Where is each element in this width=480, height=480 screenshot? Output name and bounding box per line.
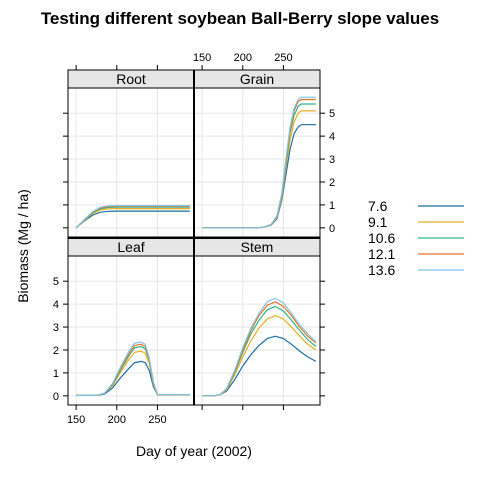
series-line-13.6 <box>76 341 190 396</box>
legend-label: 7.6 <box>368 198 388 214</box>
legend-label: 12.1 <box>368 246 395 262</box>
series-lines <box>202 96 316 229</box>
x-tick-label: 150 <box>67 414 85 426</box>
legend-label: 9.1 <box>368 214 388 230</box>
y-tick-label: 5 <box>53 276 59 288</box>
panels-layer: Root Grain Leaf Stem <box>67 69 321 406</box>
y-tick-label: 0 <box>329 223 335 235</box>
y-tick-label: 3 <box>53 322 59 334</box>
legend-label: 13.6 <box>368 262 395 278</box>
panel-stem: Stem <box>193 237 321 406</box>
y-tick-label: 4 <box>329 131 335 143</box>
x-axis-label: Day of year (2002) <box>136 443 252 459</box>
y-tick-label: 1 <box>53 368 59 380</box>
y-tick-label: 5 <box>329 108 335 120</box>
panel-leaf: Leaf <box>67 237 195 406</box>
chart-title: Testing different soybean Ball-Berry slo… <box>41 9 439 28</box>
legend-label: 10.6 <box>368 230 395 246</box>
series-line-13.6 <box>75 205 190 229</box>
y-tick-label: 3 <box>329 154 335 166</box>
series-lines <box>76 341 190 396</box>
strip-label: Root <box>116 71 146 87</box>
legend: 7.69.110.612.113.6 <box>368 198 464 278</box>
y-tick-label: 0 <box>53 391 59 403</box>
y-tick-label: 2 <box>329 177 335 189</box>
x-tick-label: 200 <box>234 52 252 64</box>
y-tick-label: 1 <box>329 200 335 212</box>
plot-area <box>67 87 195 238</box>
panel-grain: Grain <box>193 69 321 238</box>
x-tick-label: 250 <box>148 414 166 426</box>
y-tick-label: 2 <box>53 345 59 357</box>
x-tick-label: 250 <box>274 52 292 64</box>
panel-root: Root <box>67 69 195 238</box>
series-lines <box>75 205 190 229</box>
y-tick-label: 4 <box>53 299 59 311</box>
strip-label: Stem <box>241 239 274 255</box>
y-axis-label: Biomass (Mg / ha) <box>15 189 31 303</box>
x-tick-label: 200 <box>108 414 126 426</box>
axes-layer: 150 200 250 150 200 250 0 1 2 3 4 5 0 1 2 3 4 5 <box>53 52 335 426</box>
x-tick-label: 150 <box>193 52 211 64</box>
plot-area <box>67 255 195 406</box>
series-line-13.6 <box>202 96 316 229</box>
gridlines <box>68 88 194 237</box>
strip-label: Leaf <box>117 239 144 255</box>
strip-label: Grain <box>240 71 274 87</box>
series-lines <box>202 297 317 397</box>
series-line-13.6 <box>202 297 317 397</box>
